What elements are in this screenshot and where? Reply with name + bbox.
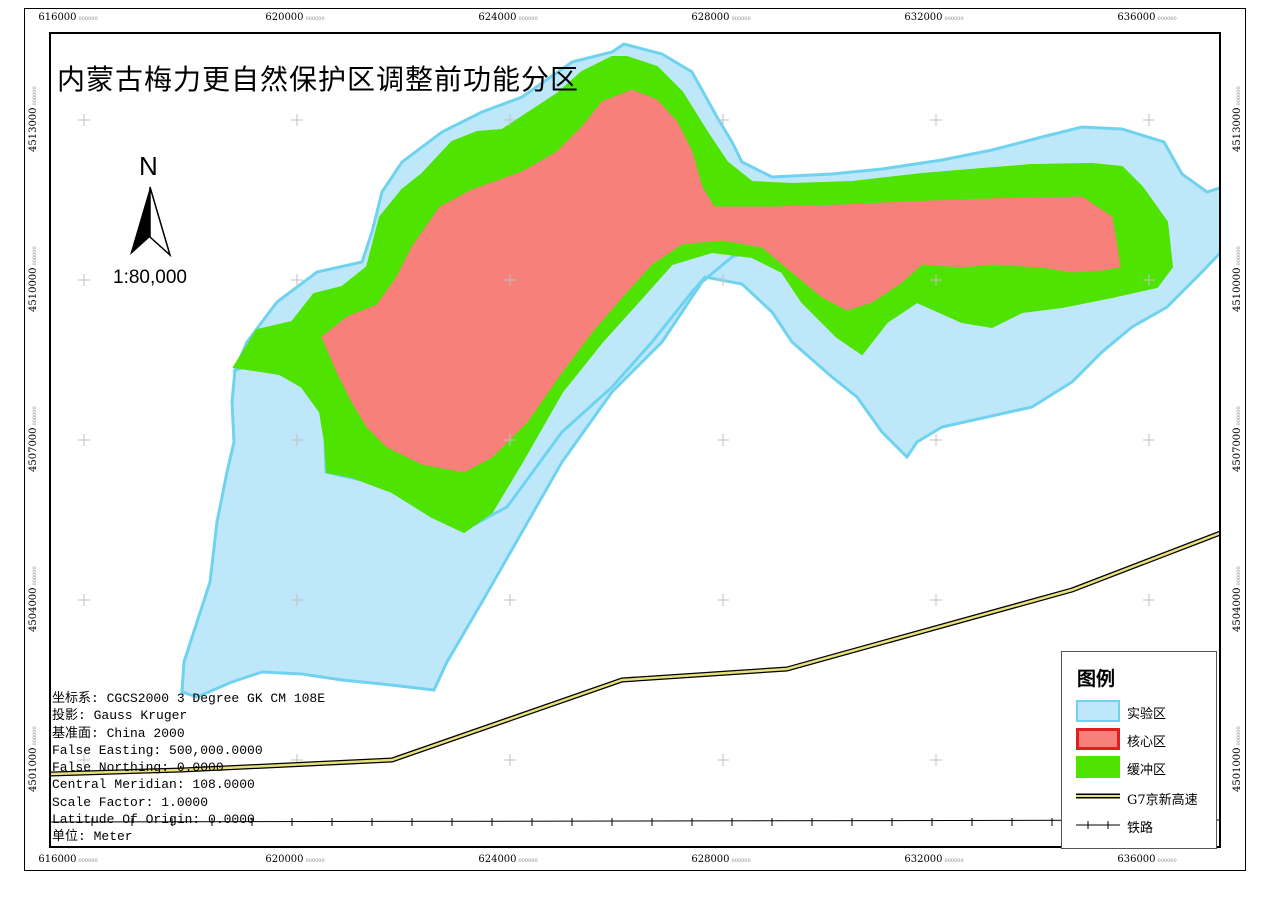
map-title: 内蒙古梅力更自然保护区调整前功能分区 bbox=[57, 63, 580, 96]
highway-g7-line[interactable] bbox=[51, 530, 1219, 777]
map-canvas[interactable] bbox=[49, 32, 1221, 848]
north-arrow-icon bbox=[130, 186, 172, 257]
y-tick-right: 4507000000000 bbox=[1232, 406, 1243, 472]
x-tick-top: 620000 000000 bbox=[265, 12, 325, 23]
metadata-line: 单位: Meter bbox=[52, 829, 133, 845]
y-tick-right: 4501000000000 bbox=[1232, 726, 1243, 792]
legend-item-highway[interactable]: G7京新高速 bbox=[1076, 786, 1216, 810]
metadata-line: Scale Factor: 1.0000 bbox=[52, 794, 209, 810]
buffer-zone-area[interactable] bbox=[232, 56, 1174, 534]
legend-label: 铁路 bbox=[1127, 821, 1154, 836]
metadata-line: False Easting: 500,000.0000 bbox=[52, 742, 263, 758]
y-tick-left: 4501000000000 bbox=[28, 726, 39, 792]
railway-line[interactable] bbox=[51, 818, 1219, 826]
legend-box: 图例 实验区 核心区 缓冲区 G7京新高速 铁路 bbox=[1061, 651, 1217, 849]
legend-item-buffer[interactable]: 缓冲区 bbox=[1076, 756, 1216, 780]
legend-title: 图例 bbox=[1077, 668, 1116, 690]
x-tick-bottom: 628000 000000 bbox=[691, 854, 751, 865]
buffer-swatch bbox=[1076, 756, 1120, 778]
x-tick-top: 636000 000000 bbox=[1117, 12, 1177, 23]
projection-metadata: 坐标系: CGCS2000 3 Degree GK CM 108E 投影: Gau… bbox=[52, 690, 325, 846]
legend-item-core[interactable]: 核心区 bbox=[1076, 728, 1216, 752]
x-tick-top: 632000 000000 bbox=[904, 12, 964, 23]
x-tick-top: 628000 000000 bbox=[691, 12, 751, 23]
map-outer-frame bbox=[24, 8, 1246, 871]
core-zone-area[interactable] bbox=[321, 89, 1121, 473]
x-tick-bottom: 616000 000000 bbox=[38, 854, 98, 865]
highway-swatch bbox=[1076, 793, 1120, 799]
metadata-line: 坐标系: CGCS2000 3 Degree GK CM 108E bbox=[52, 691, 326, 706]
metadata-line: 投影: Gauss Kruger bbox=[52, 708, 188, 724]
legend-label: G7京新高速 bbox=[1127, 793, 1198, 808]
y-tick-left: 4504000000000 bbox=[28, 566, 39, 632]
x-tick-top: 624000 000000 bbox=[478, 12, 538, 23]
north-arrow-label: N bbox=[139, 151, 158, 181]
y-tick-right: 4504000000000 bbox=[1232, 566, 1243, 632]
x-tick-bottom: 636000 000000 bbox=[1117, 854, 1177, 865]
x-tick-bottom: 632000 000000 bbox=[904, 854, 964, 865]
metadata-line: Latitude Of Origin: 0.0000 bbox=[52, 812, 255, 828]
legend-item-experimental[interactable]: 实验区 bbox=[1076, 700, 1216, 724]
legend-label: 核心区 bbox=[1127, 735, 1167, 750]
y-tick-left: 4507000000000 bbox=[28, 406, 39, 472]
legend-label: 缓冲区 bbox=[1127, 763, 1167, 778]
x-tick-top: 616000 000000 bbox=[38, 12, 98, 23]
metadata-line: 基准面: China 2000 bbox=[52, 725, 185, 741]
y-tick-left: 4513000000000 bbox=[28, 86, 39, 152]
railway-swatch bbox=[1076, 821, 1120, 829]
y-tick-right: 4513000000000 bbox=[1232, 86, 1243, 152]
scale-label: 1:80,000 bbox=[113, 267, 187, 288]
legend-item-railway[interactable]: 铁路 bbox=[1076, 814, 1216, 838]
x-tick-bottom: 620000 000000 bbox=[265, 854, 325, 865]
metadata-line: Central Meridian: 108.0000 bbox=[52, 777, 255, 793]
grid-crosses bbox=[78, 114, 1155, 766]
legend-label: 实验区 bbox=[1127, 707, 1167, 722]
y-tick-left: 4510000000000 bbox=[28, 246, 39, 312]
x-tick-bottom: 624000 000000 bbox=[478, 854, 538, 865]
map-svg bbox=[51, 42, 1219, 826]
core-swatch bbox=[1076, 728, 1120, 750]
metadata-line: False Northing: 0.0000 bbox=[52, 760, 224, 776]
experimental-swatch bbox=[1076, 700, 1120, 722]
y-tick-right: 4510000000000 bbox=[1232, 246, 1243, 312]
